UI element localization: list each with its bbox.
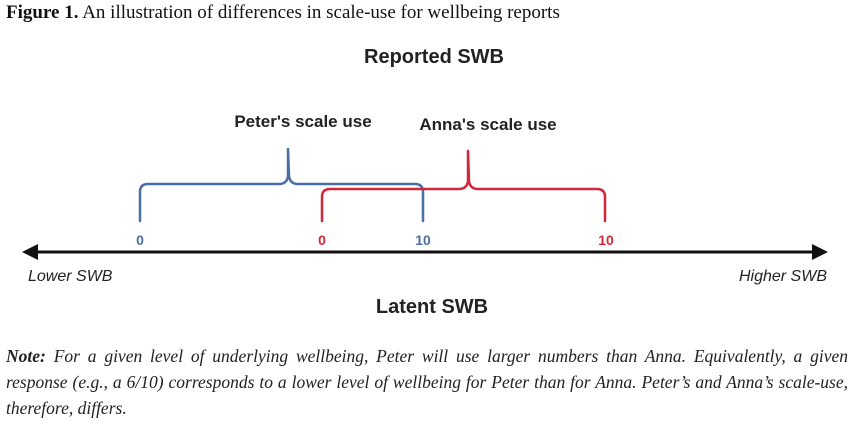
axis-right-arrowhead bbox=[812, 244, 828, 260]
figure-note: Note: For a given level of underlying we… bbox=[6, 343, 848, 421]
lower-swb-label: Lower SWB bbox=[28, 268, 113, 285]
note-text: For a given level of underlying wellbein… bbox=[6, 346, 848, 418]
peter-scale-label: Peter's scale use bbox=[234, 112, 371, 131]
scale-use-diagram: Reported SWB Peter's scale use Anna's sc… bbox=[22, 46, 828, 318]
anna-bracket bbox=[320, 149, 607, 223]
anna-min-label: 0 bbox=[318, 232, 326, 248]
axis-left-arrowhead bbox=[22, 244, 38, 260]
higher-swb-label: Higher SWB bbox=[739, 268, 827, 285]
reported-swb-title: Reported SWB bbox=[364, 46, 504, 68]
figure-caption-text: An illustration of differences in scale-… bbox=[82, 2, 560, 23]
figure-label: Figure 1. bbox=[6, 2, 79, 23]
anna-max-label: 10 bbox=[598, 232, 614, 248]
anna-scale-label: Anna's scale use bbox=[419, 115, 556, 134]
figure-caption: Figure 1. An illustration of differences… bbox=[6, 2, 560, 24]
latent-swb-title: Latent SWB bbox=[376, 296, 488, 318]
peter-bracket bbox=[138, 147, 425, 223]
peter-max-label: 10 bbox=[415, 232, 431, 248]
note-label: Note: bbox=[6, 346, 46, 366]
peter-min-label: 0 bbox=[136, 232, 144, 248]
